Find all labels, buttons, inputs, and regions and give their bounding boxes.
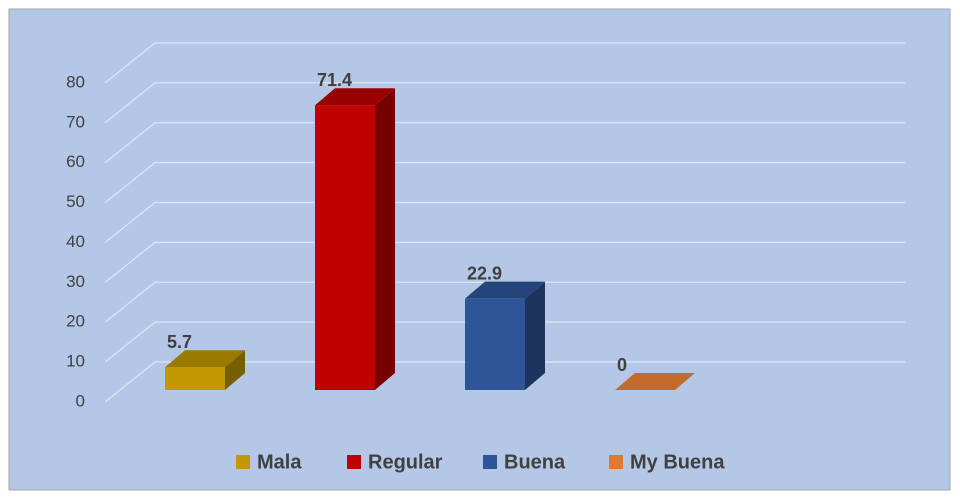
bar-top	[615, 373, 695, 390]
bar-side	[525, 281, 545, 390]
grid-line	[104, 122, 905, 164]
grid-line	[104, 241, 905, 283]
y-tick-label: 70	[66, 112, 85, 131]
grid-line	[104, 82, 905, 124]
bar-top	[165, 350, 245, 368]
data-label: 5.7	[167, 332, 192, 352]
bar-side	[225, 350, 245, 390]
bar-top	[465, 281, 545, 299]
grid-line	[104, 42, 905, 84]
y-tick-label: 60	[66, 152, 85, 171]
legend-swatch	[236, 455, 250, 469]
y-tick-label: 0	[76, 391, 85, 410]
grid-line	[104, 281, 905, 323]
data-label: 0	[617, 355, 627, 375]
grid-line	[104, 201, 905, 243]
bar-top	[315, 88, 395, 106]
bar-front	[465, 298, 525, 390]
y-tick-label: 80	[66, 72, 85, 91]
y-tick-label: 20	[66, 312, 85, 331]
y-tick-label: 50	[66, 192, 85, 211]
legend-label: Regular	[368, 451, 443, 473]
bar-front	[165, 367, 225, 390]
data-label: 71.4	[317, 70, 352, 90]
y-tick-label: 40	[66, 232, 85, 251]
grid-line	[104, 162, 905, 204]
y-tick-label: 30	[66, 272, 85, 291]
legend-swatch	[609, 455, 623, 469]
chart-background	[8, 8, 951, 491]
legend-swatch	[483, 455, 497, 469]
bar	[615, 373, 695, 390]
legend-label: My Buena	[630, 451, 725, 473]
bar-side	[375, 88, 395, 390]
legend-swatch	[347, 455, 361, 469]
bar	[315, 88, 395, 390]
data-label: 22.9	[467, 263, 502, 283]
legend-label: Buena	[504, 451, 566, 473]
bar	[165, 350, 245, 390]
grid-line	[104, 321, 905, 363]
legend-label: Mala	[257, 451, 302, 473]
y-tick-label: 10	[66, 352, 85, 371]
bar	[465, 281, 545, 390]
bar-front	[315, 105, 375, 390]
grid-line	[104, 361, 905, 403]
